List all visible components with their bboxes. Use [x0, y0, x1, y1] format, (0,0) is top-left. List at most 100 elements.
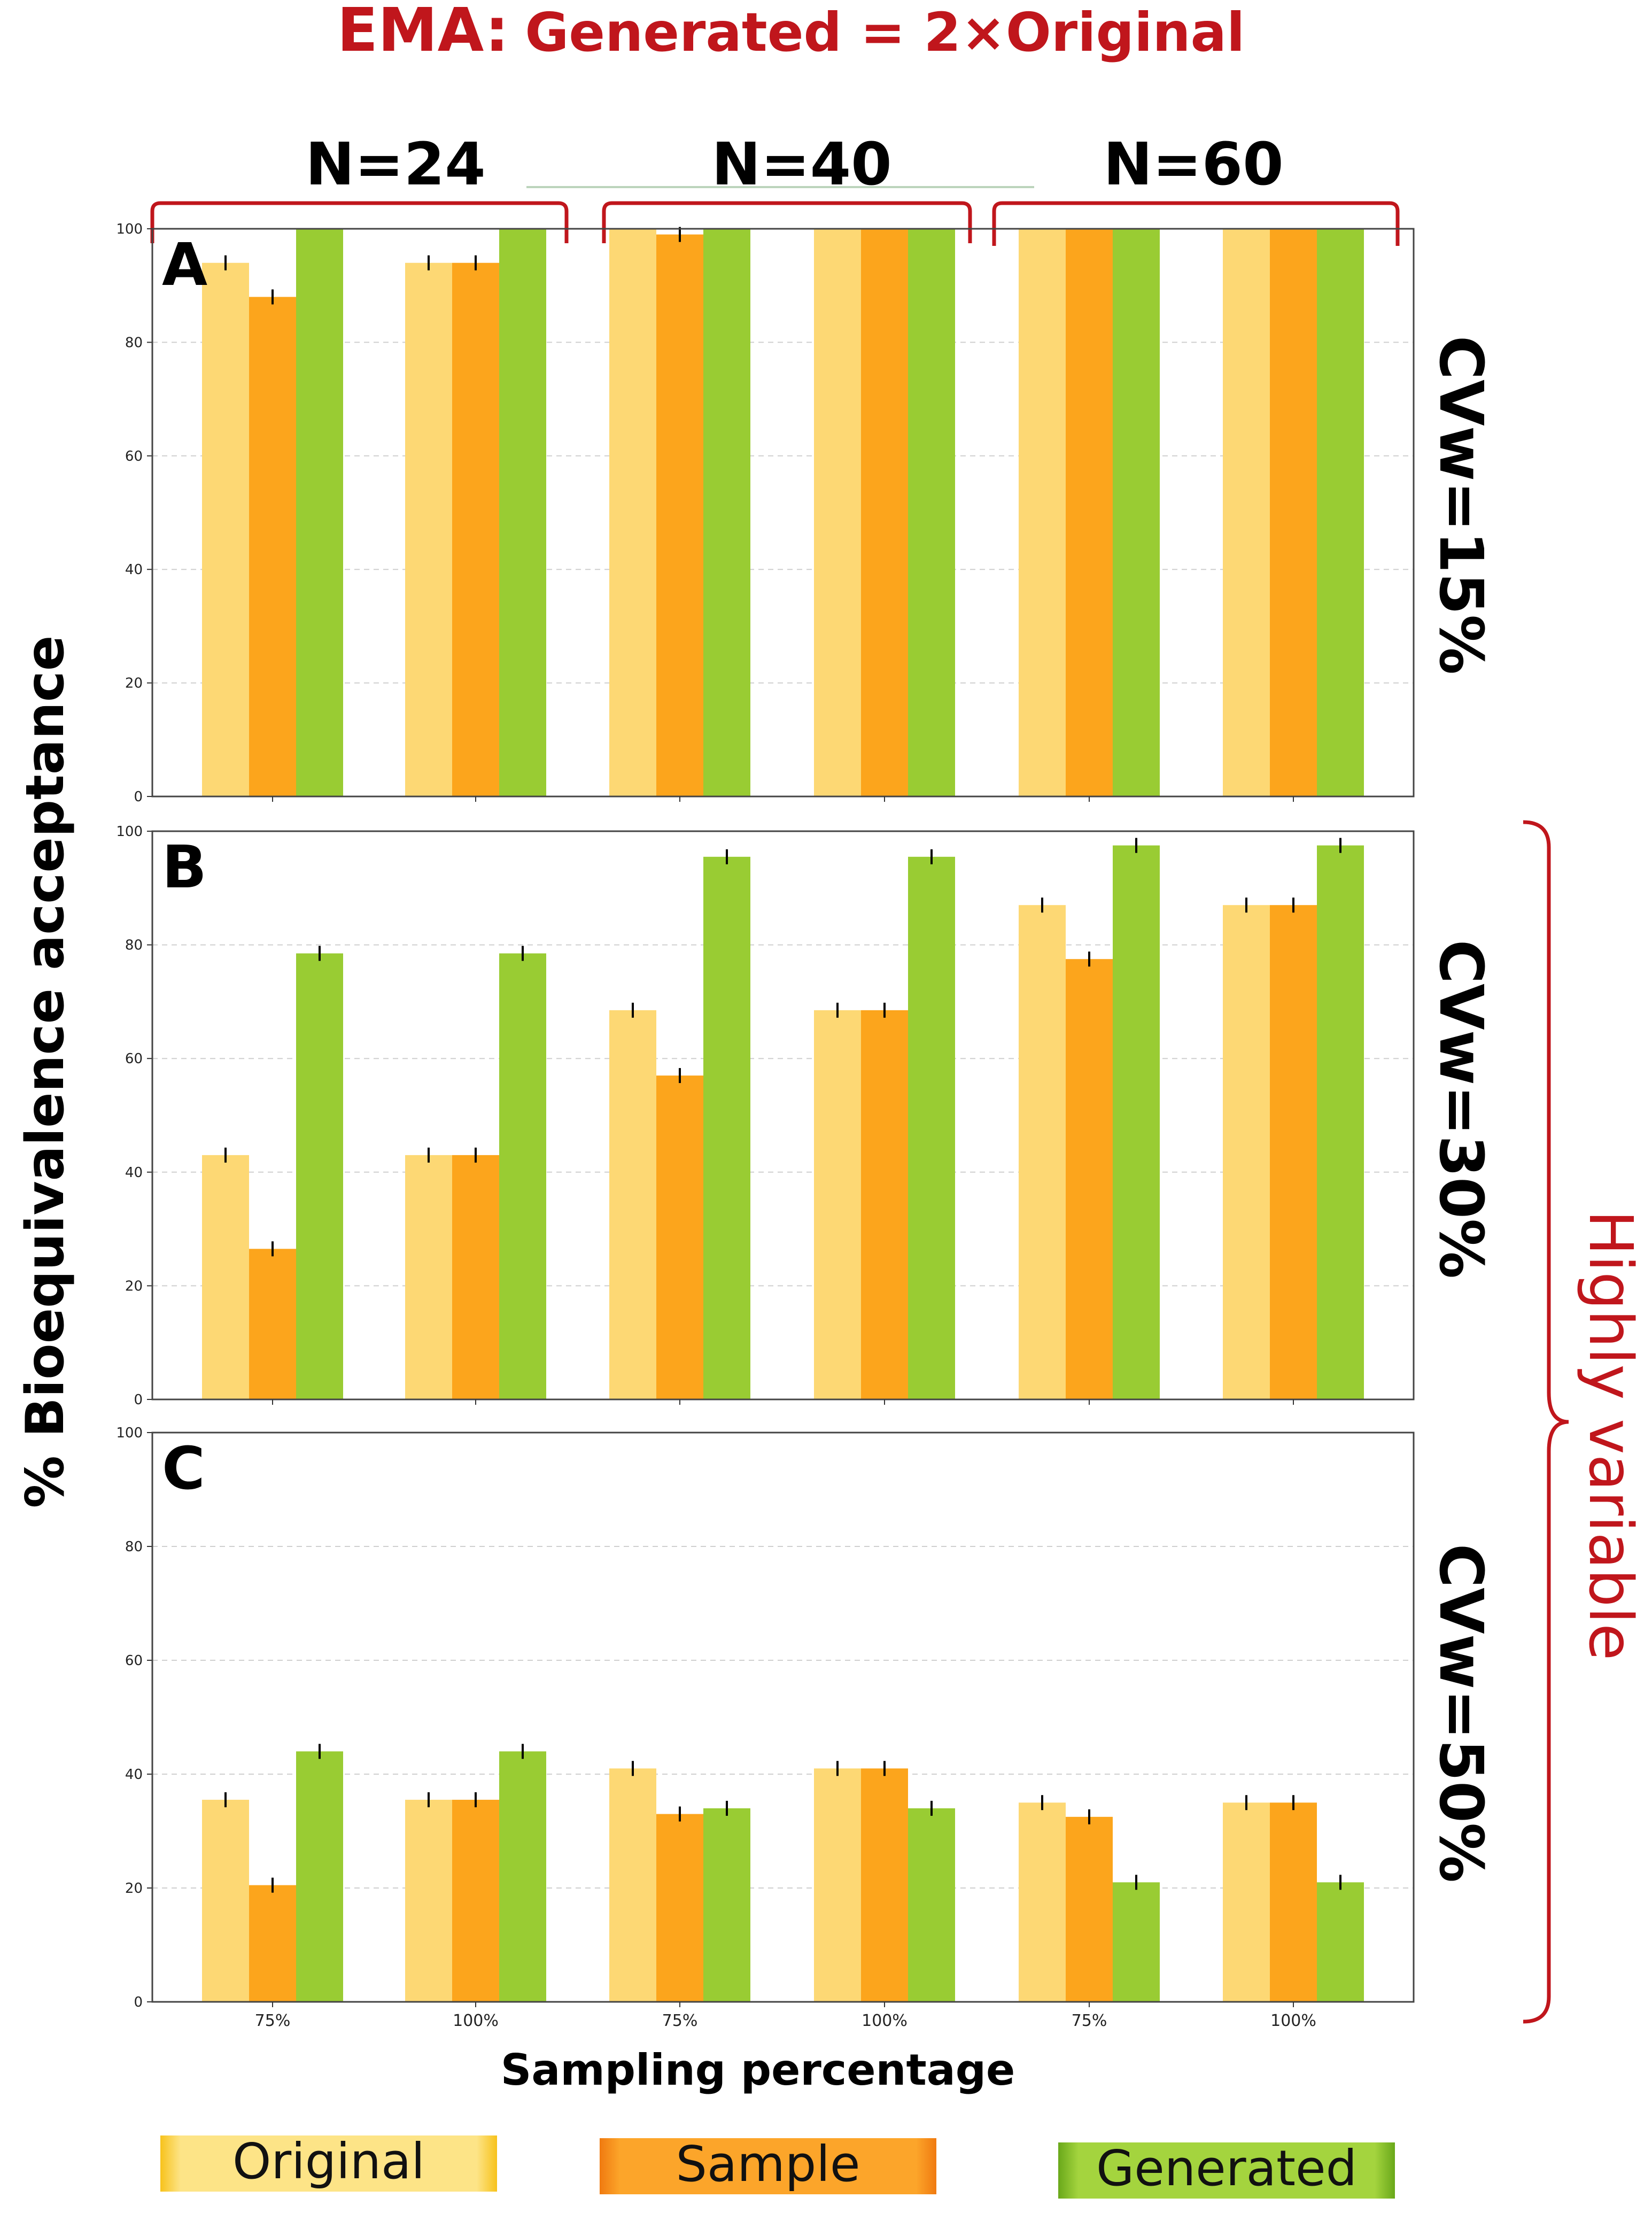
bar-sample-4: [1066, 959, 1113, 1399]
highly-variable-bracket: [1523, 820, 1569, 2024]
legend-label-generated: Generated: [1096, 2140, 1357, 2197]
bar-generated-1: [499, 953, 546, 1399]
bar-sample-4: [1066, 229, 1113, 796]
legend: Original Sample Generated: [160, 2133, 1395, 2199]
bar-generated-1: [499, 1751, 546, 2002]
x-tick-label-1: 100%: [453, 2011, 499, 2030]
y-tick-label-20: 20: [125, 1278, 143, 1294]
brace-n40: [602, 201, 972, 243]
y-axis-label: % Bioequivalence acceptance: [15, 636, 76, 1508]
x-tick-label-3: 100%: [862, 2011, 908, 2030]
bar-original-3: [814, 1010, 861, 1399]
y-tick-label-0: 0: [134, 789, 143, 805]
y-tick-label-100: 100: [116, 824, 143, 840]
panel-b: 0 20 40 60 80 100 B: [116, 824, 1415, 1408]
bar-original-1: [405, 262, 452, 797]
y-tick-label-60: 60: [125, 1051, 143, 1067]
bar-original-4: [1019, 229, 1066, 796]
bar-generated-3: [908, 229, 955, 796]
bar-sample-2: [656, 234, 703, 796]
y-tick-label-20: 20: [125, 1881, 143, 1897]
bar-sample-3: [861, 1768, 908, 2002]
bar-original-2: [609, 1010, 656, 1399]
side-label-cvw15: CVw=15%: [1426, 336, 1495, 675]
bar-original-1: [405, 1799, 452, 2002]
x-tick-label-0: 75%: [255, 2011, 291, 2030]
bar-generated-4: [1113, 229, 1160, 796]
y-tick-label-100: 100: [116, 221, 143, 237]
bar-sample-1: [452, 1155, 499, 1399]
x-tick-label-4: 75%: [1072, 2011, 1107, 2030]
legend-swatch-original: [160, 2135, 497, 2192]
panel-c: 0 20 40 60 80 100 75% 100% 75% 100% 75% 100% C: [116, 1425, 1415, 2030]
bar-sample-1: [452, 262, 499, 797]
bar-original-0: [202, 1799, 249, 2002]
y-tick-label-60: 60: [125, 448, 143, 465]
y-tick-label-60: 60: [125, 1653, 143, 1669]
bar-sample-0: [249, 1885, 296, 2002]
x-axis-label: Sampling percentage: [501, 2045, 1015, 2095]
x-tick-label-5: 100%: [1270, 2011, 1316, 2030]
legend-label-sample: Sample: [676, 2135, 860, 2193]
bar-original-5: [1223, 229, 1270, 796]
bar-original-0: [202, 262, 249, 797]
bar-generated-0: [296, 1751, 343, 2002]
bar-generated-4: [1113, 1882, 1160, 2002]
y-tick-label-100: 100: [116, 1425, 143, 1441]
brace-n24: [150, 201, 569, 243]
bar-original-4: [1019, 1802, 1066, 2002]
panel-letter-b: B: [162, 833, 207, 901]
y-tick-label-80: 80: [125, 335, 143, 351]
bar-generated-2: [703, 856, 750, 1399]
y-tick-label-40: 40: [125, 1767, 143, 1783]
bar-generated-3: [908, 1808, 955, 2002]
bar-sample-5: [1270, 905, 1317, 1399]
bar-sample-0: [249, 1249, 296, 1399]
panel-letter-c: C: [162, 1434, 205, 1503]
title-rest: Generated = 2×Original: [525, 1, 1245, 64]
bar-original-2: [609, 229, 656, 796]
bar-original-2: [609, 1768, 656, 2002]
bar-sample-3: [861, 229, 908, 796]
bar-generated-5: [1317, 1882, 1364, 2002]
y-tick-label-0: 0: [134, 1392, 143, 1408]
side-label-cvw50: CVw=50%: [1426, 1544, 1495, 1883]
bar-original-0: [202, 1155, 249, 1399]
bar-generated-5: [1317, 845, 1364, 1399]
bar-generated-2: [703, 1808, 750, 2002]
bar-original-1: [405, 1155, 452, 1399]
figure-title: EMA: Generated = 2×Original: [337, 0, 1245, 65]
bar-sample-1: [452, 1799, 499, 2002]
plot-frame: [151, 830, 1415, 1400]
bar-sample-2: [656, 1814, 703, 2002]
bar-sample-0: [249, 297, 296, 796]
plot-frame: [151, 1432, 1415, 2003]
panel-letter-a: A: [162, 230, 207, 299]
brace-n60: [992, 201, 1400, 246]
group-label-n24: N=24: [305, 130, 485, 198]
bar-sample-5: [1270, 229, 1317, 796]
bar-original-4: [1019, 905, 1066, 1399]
y-tick-label-0: 0: [134, 1994, 143, 2010]
bar-original-5: [1223, 905, 1270, 1399]
bar-generated-4: [1113, 845, 1160, 1399]
bar-original-5: [1223, 1802, 1270, 2002]
bar-original-3: [814, 1768, 861, 2002]
bar-sample-4: [1066, 1816, 1113, 2002]
bar-sample-3: [861, 1010, 908, 1399]
y-tick-label-40: 40: [125, 1165, 143, 1181]
bar-generated-3: [908, 856, 955, 1399]
y-tick-label-20: 20: [125, 676, 143, 692]
panel-a: 0 20 40 60 80 100 A: [116, 221, 1415, 805]
bar-generated-0: [296, 953, 343, 1399]
bar-sample-2: [656, 1075, 703, 1399]
y-tick-label-80: 80: [125, 938, 143, 954]
title-prefix: EMA:: [337, 0, 509, 65]
highly-variable-label: Highly variable: [1576, 1210, 1645, 1660]
legend-swatch-generated: [1058, 2142, 1395, 2199]
legend-label-original: Original: [232, 2133, 425, 2190]
y-tick-label-80: 80: [125, 1539, 143, 1555]
bar-generated-0: [296, 229, 343, 796]
x-tick-label-2: 75%: [662, 2011, 698, 2030]
